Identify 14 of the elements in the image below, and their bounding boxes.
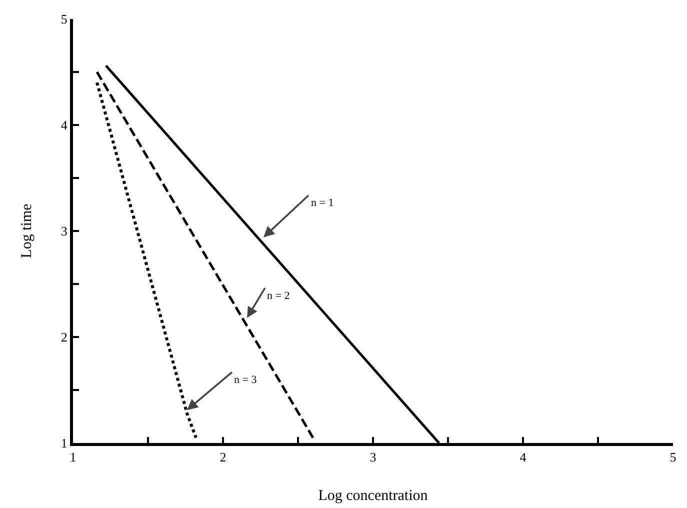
y-tick-label: 5	[60, 12, 68, 27]
x-tick-label: 3	[370, 450, 376, 465]
x-tick-label: 4	[520, 450, 527, 465]
y-tick-label: 3	[60, 224, 68, 239]
x-axis-title: Log concentration	[318, 488, 428, 504]
y-axis-title: Log time	[19, 203, 35, 258]
y-tick-label: 2	[60, 330, 68, 345]
x-tick-label: 5	[670, 450, 676, 465]
y-tick-label: 1	[60, 436, 68, 451]
annotation: n = 2	[267, 290, 290, 302]
annotation: n = 3	[234, 374, 258, 386]
y-tick-label: 4	[60, 118, 68, 133]
x-tick-label: 2	[220, 450, 226, 465]
annotation: n = 1	[311, 197, 334, 209]
